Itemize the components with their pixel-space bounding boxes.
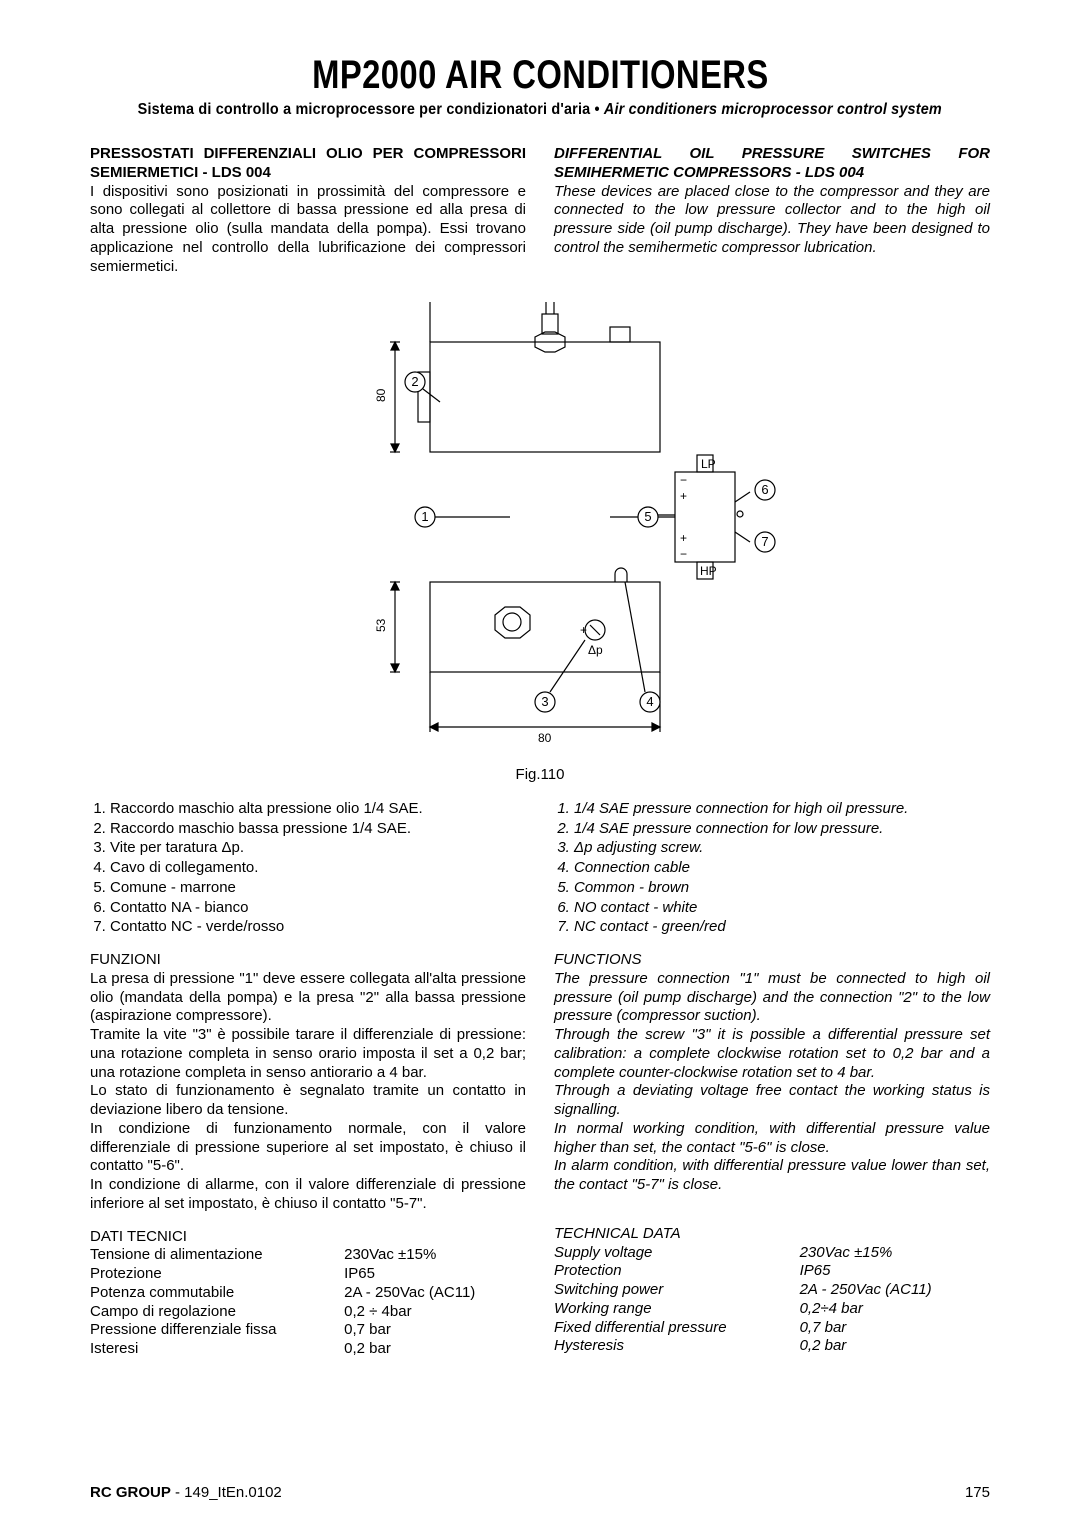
table-row: Fixed differential pressure0,7 bar [554,1319,990,1338]
functions-para-en: In normal working condition, with differ… [554,1120,990,1158]
subtitle-en: Air conditioners microprocessor control … [604,101,942,118]
svg-text:+: + [680,489,687,503]
legend-en-item: Common - brown [574,879,990,898]
legend-it-item: Raccordo maschio alta pressione olio 1/4… [110,800,526,819]
footer-left-rest: - 149_ItEn.0102 [171,1484,282,1501]
svg-text:−: − [680,473,687,487]
callout-3: 3 [541,694,548,709]
callout-1: 1 [421,509,428,524]
callout-7: 7 [761,534,768,549]
page-number: 175 [965,1484,990,1503]
legend-it-item: Contatto NA - bianco [110,899,526,918]
figure-caption: Fig.110 [90,766,990,785]
functions-para-en: Through the screw "3" it is possible a d… [554,1026,990,1082]
legend-en-item: Connection cable [574,859,990,878]
legend-it-item: Cavo di collegamento. [110,859,526,878]
page-title: MP2000 AIR CONDITIONERS [312,50,769,100]
page-footer: RC GROUP - 149_ItEn.0102 175 [90,1484,990,1503]
table-row: ProtezioneIP65 [90,1265,526,1284]
legend-en-item: 1/4 SAE pressure connection for high oil… [574,800,990,819]
functions-para-it: Lo stato di funzionamento è segnalato tr… [90,1082,526,1120]
page-subtitle: Sistema di controllo a microprocessore p… [138,100,942,120]
tech-title-it: DATI TECNICI [90,1228,526,1247]
legend-en: 1/4 SAE pressure connection for high oil… [554,800,990,937]
subtitle-it: Sistema di controllo a microprocessore p… [138,101,591,118]
legend-it-col: Raccordo maschio alta pressione olio 1/4… [90,799,526,1359]
table-row: Pressione differenziale fissa0,7 bar [90,1321,526,1340]
functions-para-it: In condizione di allarme, con il valore … [90,1176,526,1214]
footer-left: RC GROUP - 149_ItEn.0102 [90,1484,282,1503]
callout-6: 6 [761,482,768,497]
functions-para-it: In condizione di funzionamento normale, … [90,1120,526,1176]
functions-para-en: In alarm condition, with differential pr… [554,1157,990,1195]
figure-svg: LP HP − + + − + Δp [280,282,800,752]
intro-body-it: I dispositivi sono posizionati in prossi… [90,183,526,277]
callout-2: 2 [411,374,418,389]
legend-it: Raccordo maschio alta pressione olio 1/4… [90,800,526,937]
functions-para-it: Tramite la vite "3" è possibile tarare i… [90,1026,526,1082]
legend-columns: Raccordo maschio alta pressione olio 1/4… [90,799,990,1359]
label-lp: LP [701,457,716,471]
table-row: Supply voltage230Vac ±15% [554,1244,990,1263]
table-row: Working range0,2÷4 bar [554,1300,990,1319]
subtitle-sep: • [591,101,605,118]
callout-5: 5 [644,509,651,524]
figure-110: LP HP − + + − + Δp [90,282,990,758]
functions-para-en: The pressure connection "1" must be conn… [554,970,990,1026]
page-header: MP2000 AIR CONDITIONERS Sistema di contr… [90,50,990,120]
callout-4: 4 [646,694,653,709]
table-row: Isteresi0,2 bar [90,1340,526,1359]
svg-text:+: + [680,531,687,545]
intro-columns: PRESSOSTATI DIFFERENZIALI OLIO PER COMPR… [90,145,990,276]
legend-it-item: Raccordo maschio bassa pressione 1/4 SAE… [110,820,526,839]
svg-text:−: − [680,547,687,561]
intro-heading-it: PRESSOSTATI DIFFERENZIALI OLIO PER COMPR… [90,145,526,183]
table-row: Hysteresis0,2 bar [554,1337,990,1356]
table-row: Tensione di alimentazione230Vac ±15% [90,1246,526,1265]
table-row: ProtectionIP65 [554,1262,990,1281]
intro-heading-en: DIFFERENTIAL OIL PRESSURE SWITCHES FOR S… [554,145,990,183]
dim-h2: 53 [374,619,388,633]
legend-en-item: NC contact - green/red [574,918,990,937]
legend-en-item: 1/4 SAE pressure connection for low pres… [574,820,990,839]
legend-en-col: 1/4 SAE pressure connection for high oil… [554,799,990,1359]
table-row: Campo di regolazione0,2 ÷ 4bar [90,1303,526,1322]
functions-para-en: Through a deviating voltage free contact… [554,1082,990,1120]
legend-it-item: Vite per taratura Δp. [110,839,526,858]
dim-h1: 80 [374,389,388,403]
functions-title-en: FUNCTIONS [554,951,990,970]
intro-en: DIFFERENTIAL OIL PRESSURE SWITCHES FOR S… [554,145,990,276]
footer-left-bold: RC GROUP [90,1484,171,1501]
svg-text:+: + [580,623,587,637]
tech-title-en: TECHNICAL DATA [554,1225,990,1244]
tech-table-en: Supply voltage230Vac ±15% ProtectionIP65… [554,1244,990,1357]
intro-body-en: These devices are placed close to the co… [554,183,990,258]
legend-it-item: Contatto NC - verde/rosso [110,918,526,937]
legend-en-item: Δp adjusting screw. [574,839,990,858]
tech-table-it: Tensione di alimentazione230Vac ±15% Pro… [90,1246,526,1359]
intro-it: PRESSOSTATI DIFFERENZIALI OLIO PER COMPR… [90,145,526,276]
dim-w: 80 [538,731,552,745]
label-hp: HP [700,564,717,578]
legend-en-item: NO contact - white [574,899,990,918]
table-row: Switching power2A - 250Vac (AC11) [554,1281,990,1300]
functions-title-it: FUNZIONI [90,951,526,970]
label-dp: Δp [588,643,603,657]
legend-it-item: Comune - marrone [110,879,526,898]
table-row: Potenza commutabile2A - 250Vac (AC11) [90,1284,526,1303]
functions-para-it: La presa di pressione "1" deve essere co… [90,970,526,1026]
